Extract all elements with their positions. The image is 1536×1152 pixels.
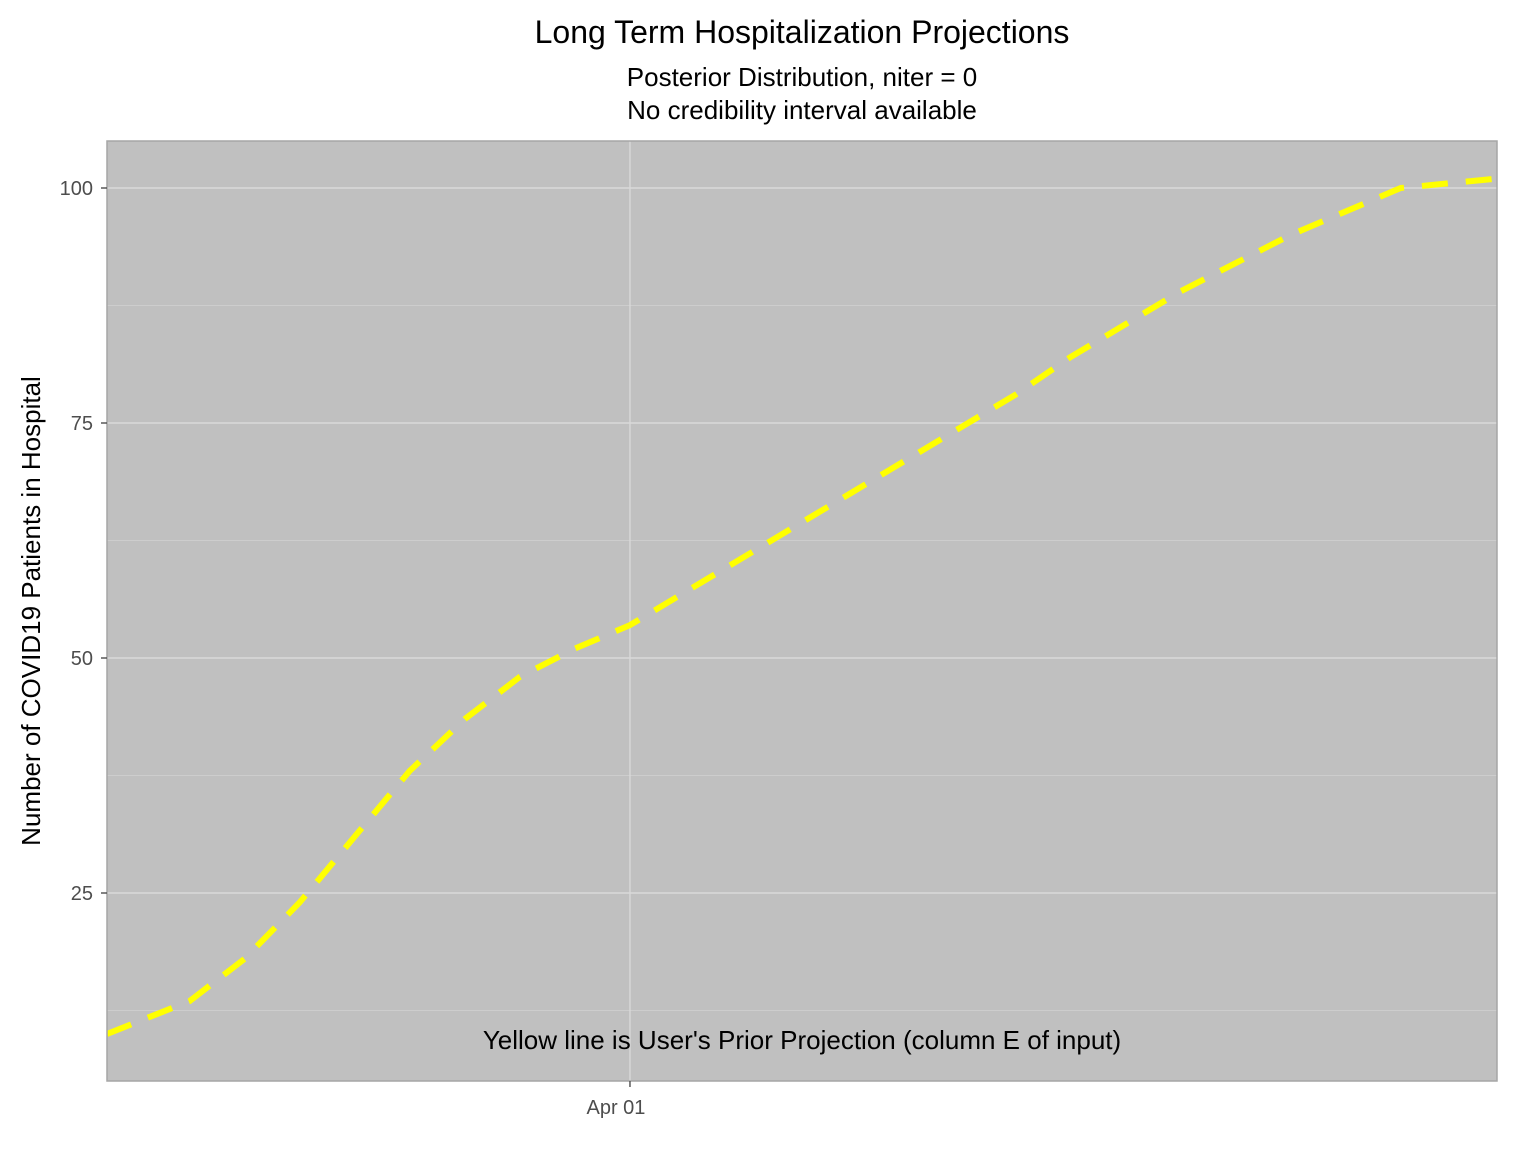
minor-grid <box>107 305 1497 1011</box>
chart-title: Long Term Hospitalization Projections <box>534 14 1070 50</box>
plot-panel <box>107 141 1497 1081</box>
x-tick-label: Apr 01 <box>587 1097 646 1119</box>
y-tick-label: 50 <box>71 648 93 670</box>
y-tick-label: 100 <box>60 178 93 200</box>
projection-line <box>107 175 1497 1037</box>
plot-panel-border <box>106 140 1498 1082</box>
series-layer <box>107 175 1497 1037</box>
y-axis-title: Number of COVID19 Patients in Hospital <box>16 376 46 846</box>
chart-annotation: Yellow line is User's Prior Projection (… <box>483 1025 1121 1055</box>
chart-subtitle-line-2: No credibility interval available <box>627 95 977 125</box>
y-tick-label: 25 <box>71 883 93 905</box>
chart-subtitle-line-1: Posterior Distribution, niter = 0 <box>626 62 978 92</box>
major-grid <box>107 141 1497 1081</box>
x-axis: Apr 01 <box>587 1081 646 1119</box>
y-tick-label: 75 <box>71 413 93 435</box>
y-axis: 25 50 75 100 <box>60 178 107 905</box>
